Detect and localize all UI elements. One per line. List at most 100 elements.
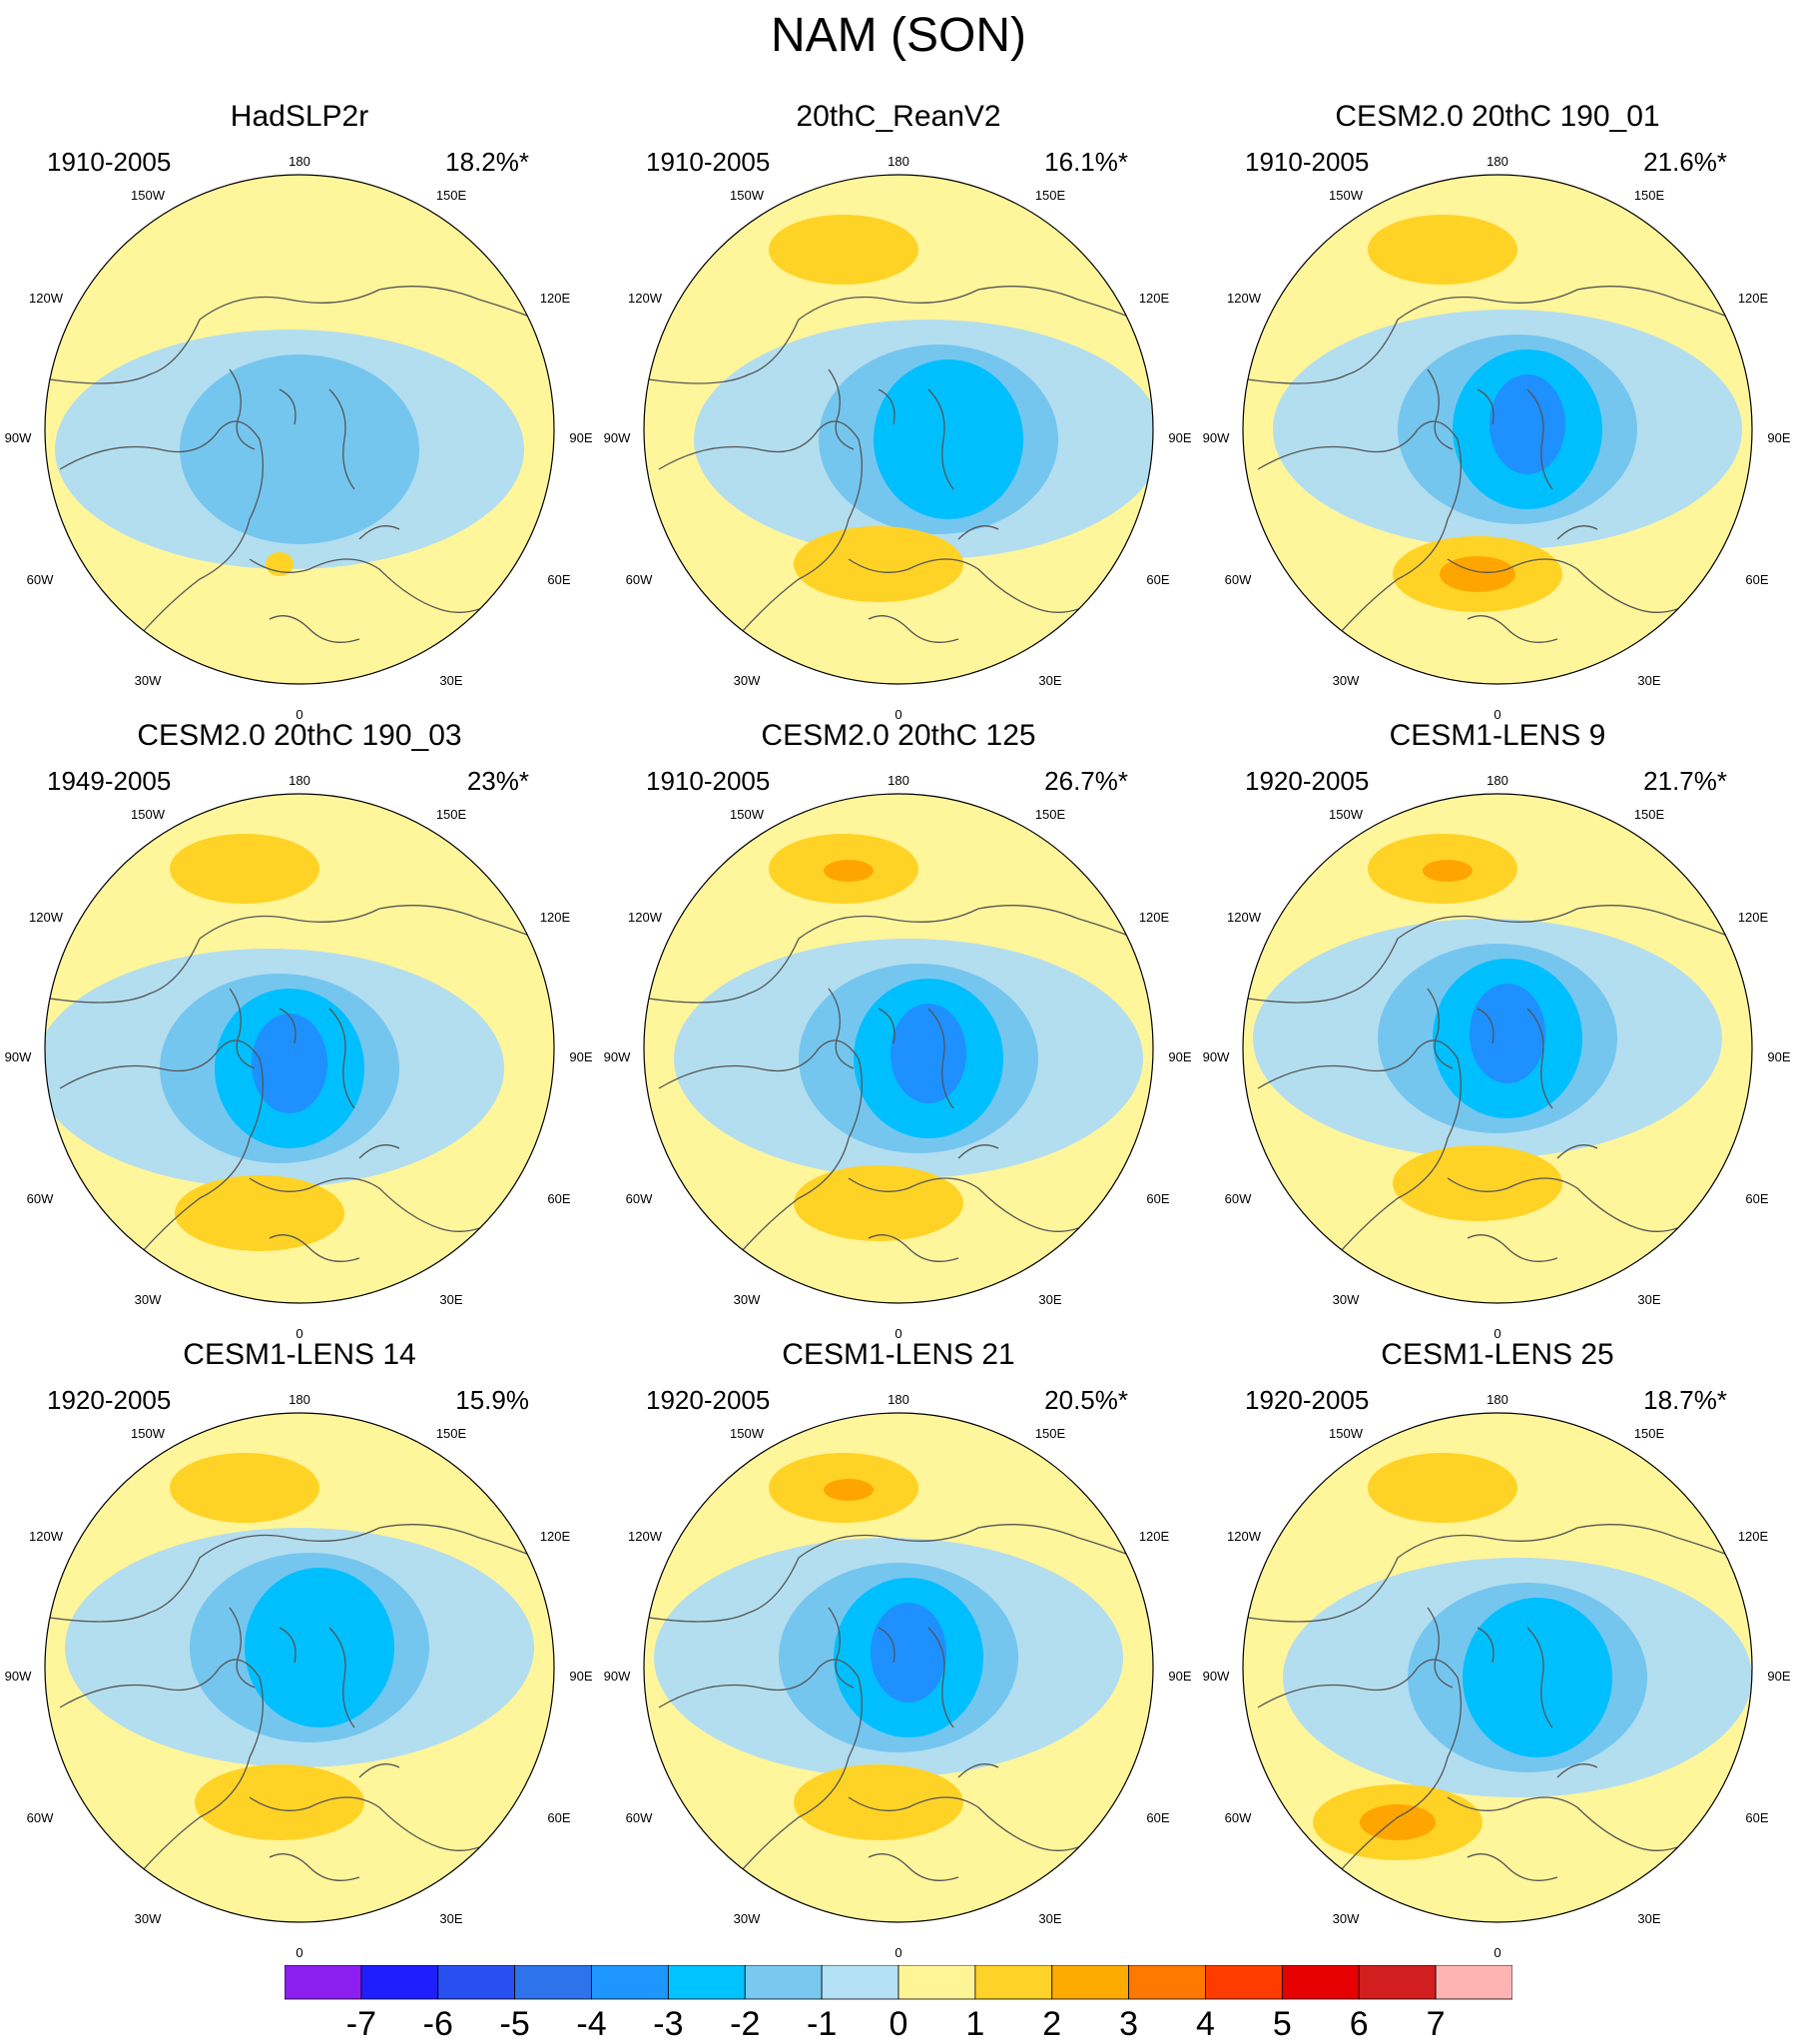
polar-map: 180 150W 150E 120W 120E 90W 90E 60W 60E 30W 30E 0 bbox=[5, 773, 593, 1338]
longitude-label: 180 bbox=[289, 773, 310, 788]
longitude-label: 90W bbox=[5, 1049, 32, 1064]
coastlines bbox=[1247, 1524, 1752, 1898]
polar-map: 180 150W 150E 120W 120E 90W 90E 60W 60E 30W 30E 0 bbox=[1203, 773, 1791, 1338]
anomaly-region bbox=[1490, 374, 1565, 474]
longitude-label: 150E bbox=[1035, 188, 1066, 203]
longitude-label: 150E bbox=[1634, 1426, 1665, 1441]
longitude-label: 90E bbox=[1767, 1049, 1790, 1064]
colorbar-tick-label: 4 bbox=[1196, 2005, 1215, 2043]
anomaly-region bbox=[794, 1165, 963, 1241]
longitude-label: 90W bbox=[604, 430, 631, 445]
longitude-label: 150W bbox=[730, 1426, 765, 1441]
colorbar-tick-label: 2 bbox=[1042, 2005, 1062, 2043]
longitude-label: 150W bbox=[730, 807, 765, 822]
longitude-label: 60E bbox=[547, 572, 570, 587]
longitude-label: 60E bbox=[1745, 572, 1768, 587]
period-label: 1920-2005 bbox=[47, 1385, 172, 1415]
longitude-label: 150W bbox=[730, 188, 765, 203]
longitude-label: 90W bbox=[604, 1669, 631, 1684]
longitude-label: 120W bbox=[628, 1529, 663, 1544]
longitude-label: 150E bbox=[436, 188, 467, 203]
longitude-label: 0 bbox=[895, 707, 901, 719]
map-panel: 20thC_ReanV2 180 150W 150E 120W 120E 90W 90E 60W… bbox=[599, 100, 1198, 719]
longitude-label: 30W bbox=[1333, 673, 1360, 688]
colorbar-tick-label: -6 bbox=[422, 2005, 453, 2043]
longitude-label: 60W bbox=[27, 572, 54, 587]
longitude-label: 150E bbox=[1634, 188, 1665, 203]
polar-map: 180 150W 150E 120W 120E 90W 90E 60W 60E 30W 30E 0 bbox=[5, 154, 593, 719]
longitude-label: 90E bbox=[1168, 430, 1191, 445]
colorbar-tick-label: -5 bbox=[499, 2005, 530, 2043]
longitude-label: 90W bbox=[604, 1049, 631, 1064]
colorbar-swatch bbox=[437, 1965, 516, 2000]
longitude-label: 60E bbox=[1745, 1810, 1768, 1825]
anomaly-region bbox=[1368, 1453, 1517, 1523]
anomaly-region bbox=[170, 834, 319, 904]
longitude-label: 120E bbox=[540, 1529, 571, 1544]
longitude-label: 0 bbox=[296, 707, 302, 719]
anomaly-region bbox=[252, 1014, 327, 1113]
longitude-label: 180 bbox=[888, 1392, 909, 1407]
longitude-label: 120W bbox=[29, 910, 64, 925]
longitude-label: 60E bbox=[547, 1191, 570, 1206]
longitude-label: 30W bbox=[734, 1292, 761, 1307]
panel-title: CESM1-LENS 14 bbox=[183, 1338, 416, 1371]
longitude-label: 90W bbox=[5, 1669, 32, 1684]
longitude-label: 180 bbox=[888, 154, 909, 169]
map-panel: CESM1-LENS 25 180 150W 150E 120W 120E 90W 90E 60… bbox=[1198, 1338, 1797, 1957]
period-label: 1910-2005 bbox=[646, 766, 771, 796]
longitude-label: 0 bbox=[1494, 1326, 1500, 1338]
longitude-label: 60E bbox=[1146, 572, 1169, 587]
coastlines bbox=[49, 286, 554, 660]
colorbar-tick-label: 6 bbox=[1349, 2005, 1369, 2043]
longitude-label: 0 bbox=[296, 1326, 302, 1338]
colorbar-tick-label: -3 bbox=[653, 2005, 684, 2043]
colorbar-swatch bbox=[591, 1965, 669, 2000]
coastlines bbox=[648, 286, 1153, 660]
longitude-label: 120W bbox=[628, 291, 663, 306]
longitude-label: 60W bbox=[27, 1191, 54, 1206]
longitude-label: 90E bbox=[1767, 430, 1790, 445]
longitude-label: 120W bbox=[628, 910, 663, 925]
longitude-label: 120E bbox=[1738, 910, 1769, 925]
panel-title: CESM2.0 20thC 190_01 bbox=[1335, 100, 1660, 133]
anomaly-region bbox=[175, 1175, 344, 1251]
colorbar-tick-label: 0 bbox=[889, 2005, 908, 2043]
panel-title: CESM1-LENS 9 bbox=[1389, 719, 1606, 752]
longitude-label: 60E bbox=[1745, 1191, 1768, 1206]
longitude-label: 30W bbox=[734, 673, 761, 688]
colorbar-swatch bbox=[1281, 1965, 1360, 2000]
map-panel: CESM2.0 20thC 125 180 150W 150E 120W 120E 90W 9… bbox=[599, 719, 1198, 1338]
longitude-label: 120W bbox=[1227, 910, 1262, 925]
colorbar-swatch bbox=[821, 1965, 899, 2000]
anomaly-region bbox=[1470, 984, 1545, 1083]
longitude-label: 150W bbox=[131, 188, 166, 203]
longitude-label: 60W bbox=[626, 1810, 653, 1825]
map-panel: CESM1-LENS 21 180 150W 150E 120W 120E 90W 90E 60… bbox=[599, 1338, 1198, 1957]
map-boundary bbox=[44, 793, 555, 1304]
colorbar-swatch bbox=[1051, 1965, 1130, 2000]
longitude-label: 30E bbox=[1637, 673, 1660, 688]
longitude-label: 90E bbox=[1168, 1049, 1191, 1064]
map-panel: CESM2.0 20thC 190_03 180 150W 150E 120W 120E 9… bbox=[0, 719, 599, 1338]
polar-map: 180 150W 150E 120W 120E 90W 90E 60W 60E 30W 30E 0 bbox=[1203, 154, 1791, 719]
colorbar-swatch bbox=[1358, 1965, 1437, 2000]
period-label: 1920-2005 bbox=[1245, 1385, 1370, 1415]
map-panel: CESM1-LENS 9 180 150W 150E 120W 120E 90W 90E 60W… bbox=[1198, 719, 1797, 1338]
colorbar-tick-label: 5 bbox=[1272, 2005, 1292, 2043]
longitude-label: 60E bbox=[1146, 1810, 1169, 1825]
longitude-label: 30E bbox=[1038, 1292, 1061, 1307]
longitude-label: 60W bbox=[1225, 572, 1252, 587]
variance-label: 18.7%* bbox=[1643, 1385, 1727, 1415]
variance-label: 16.1%* bbox=[1044, 147, 1128, 177]
longitude-label: 0 bbox=[296, 1945, 302, 1957]
longitude-label: 30E bbox=[1038, 1911, 1061, 1926]
longitude-label: 30E bbox=[1038, 673, 1061, 688]
coastlines bbox=[1247, 905, 1752, 1279]
panel-title: CESM1-LENS 21 bbox=[782, 1338, 1015, 1371]
colorbar-swatch bbox=[514, 1965, 592, 2000]
longitude-label: 60W bbox=[1225, 1191, 1252, 1206]
colorbar-swatch bbox=[1128, 1965, 1206, 2000]
variance-label: 21.7%* bbox=[1643, 766, 1727, 796]
anomaly-region bbox=[195, 1764, 364, 1840]
